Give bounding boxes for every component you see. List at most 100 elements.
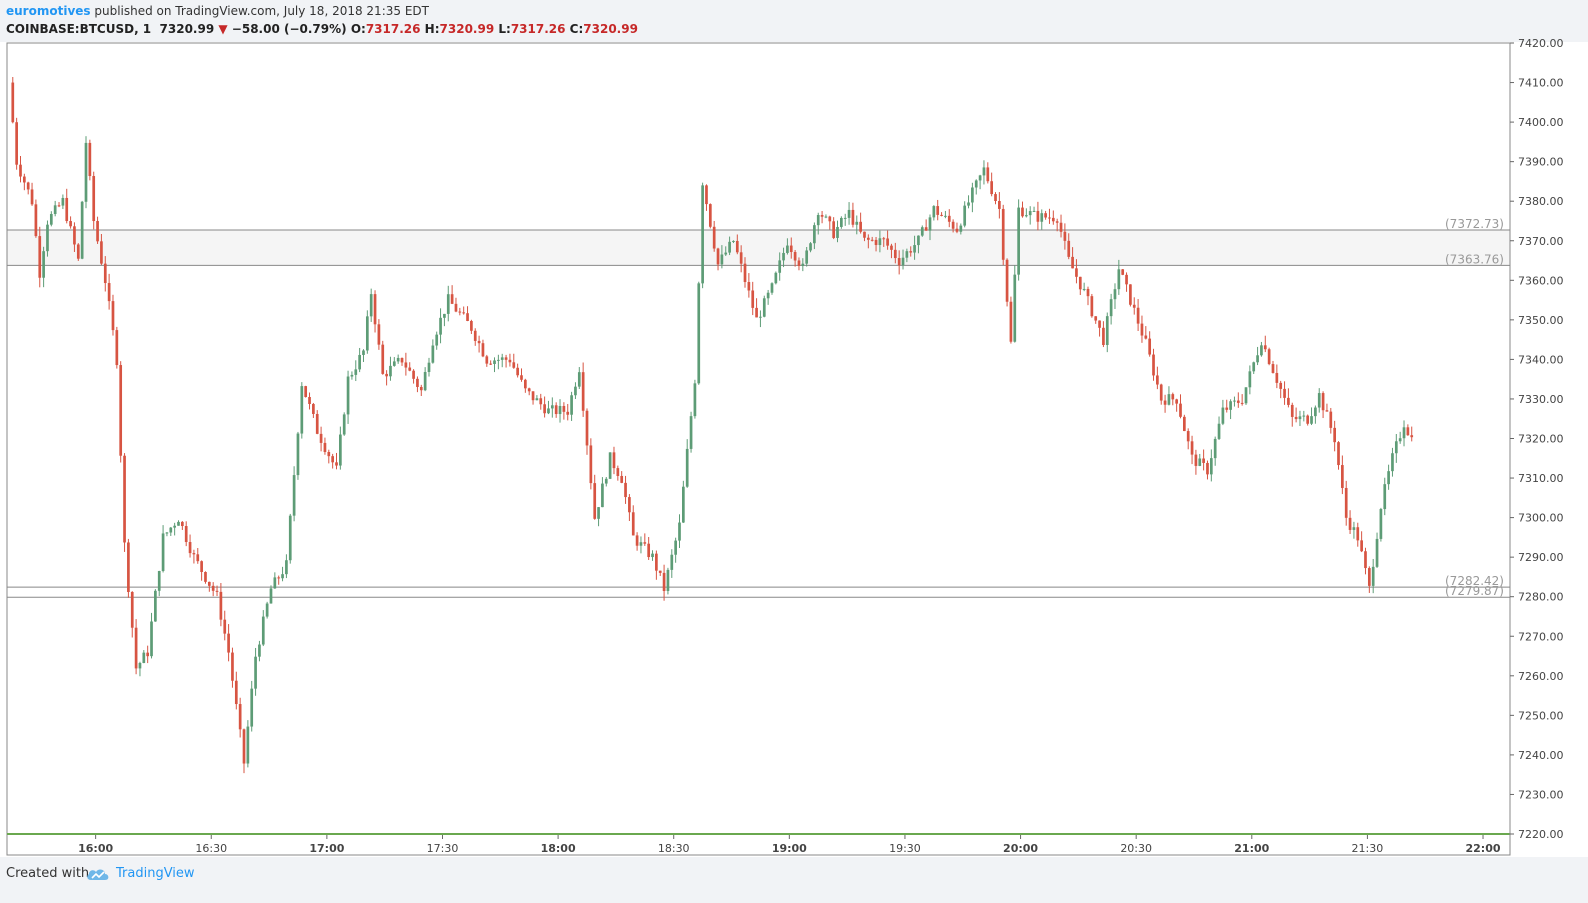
candle-body xyxy=(1379,509,1383,539)
candle-body xyxy=(11,82,15,123)
candle-body xyxy=(655,553,658,571)
candle-body xyxy=(362,350,365,355)
candle-body xyxy=(466,313,469,321)
candle-body xyxy=(1283,388,1286,398)
candle-body xyxy=(539,398,543,405)
candle-body xyxy=(905,251,909,258)
y-tick-label: 7220.00 xyxy=(1518,828,1564,841)
candle-body xyxy=(1117,269,1121,290)
candle-body xyxy=(666,569,670,591)
candle-body xyxy=(435,334,439,346)
candle-body xyxy=(708,204,712,227)
candle-body xyxy=(728,241,731,253)
candle-body xyxy=(1406,427,1410,436)
candle-body xyxy=(1129,284,1132,305)
candle-body xyxy=(947,215,951,222)
down-arrow-icon: ▼ xyxy=(218,22,228,36)
candle-body xyxy=(809,243,812,251)
candle-body xyxy=(1398,438,1402,442)
candle-body xyxy=(157,571,161,591)
candle-body xyxy=(238,704,242,730)
candle-body xyxy=(1240,402,1244,404)
candle-body xyxy=(897,258,901,266)
candle-body xyxy=(801,263,805,267)
candle-body xyxy=(1294,416,1298,420)
candle-body xyxy=(323,442,327,452)
candle-body xyxy=(404,362,408,368)
candle-body xyxy=(1383,484,1387,510)
candle-body xyxy=(493,360,496,364)
candle-body xyxy=(685,448,689,487)
candle-body xyxy=(1256,355,1259,363)
candle-body xyxy=(219,591,223,620)
candle-body xyxy=(701,185,704,284)
candle-body xyxy=(57,205,61,207)
candle-body xyxy=(242,729,246,764)
symbol-name: COINBASE:BTCUSD, 1 xyxy=(6,22,152,36)
candle-body xyxy=(19,164,22,177)
candle-body xyxy=(932,206,936,218)
open-value: 7317.26 xyxy=(365,22,421,36)
candle-body xyxy=(1244,387,1248,404)
tradingview-logo[interactable]: TradingView xyxy=(86,866,195,881)
candle-body xyxy=(88,142,92,177)
candle-body xyxy=(574,386,577,396)
candle-body xyxy=(628,497,631,513)
candle-body xyxy=(119,365,123,456)
candle-body xyxy=(1260,345,1263,356)
close-value: 7320.99 xyxy=(583,22,638,36)
candle-body xyxy=(450,294,454,304)
candle-body xyxy=(258,644,261,657)
candle-body xyxy=(1198,458,1202,466)
candle-body xyxy=(142,652,146,663)
candle-body xyxy=(1341,465,1344,488)
candle-body xyxy=(1028,211,1032,216)
candle-body xyxy=(1233,400,1236,402)
candle-body xyxy=(836,226,839,238)
candle-body xyxy=(412,370,415,379)
candle-body xyxy=(80,201,84,259)
y-tick-label: 7410.00 xyxy=(1518,77,1564,90)
x-tick-label: 16:30 xyxy=(195,842,227,855)
candle-body xyxy=(724,252,728,255)
candle-body xyxy=(843,217,847,219)
candle-body xyxy=(523,379,527,389)
candle-body xyxy=(439,317,442,335)
candle-body xyxy=(277,577,281,579)
candle-body xyxy=(127,542,130,593)
author-link[interactable]: euromotives xyxy=(6,4,91,18)
candle-body xyxy=(828,216,832,222)
candle-body xyxy=(250,688,254,727)
candle-body xyxy=(1248,371,1252,388)
candle-body xyxy=(735,240,739,253)
candle-body xyxy=(593,483,597,519)
candle-body xyxy=(855,221,859,225)
candle-body xyxy=(1167,394,1171,405)
candle-body xyxy=(1252,362,1256,372)
candle-body xyxy=(1171,394,1175,400)
candle-body xyxy=(716,248,720,265)
created-with-text: Created with xyxy=(6,866,90,881)
candle-body xyxy=(84,142,88,202)
tradingview-brand: TradingView xyxy=(116,866,195,881)
candle-body xyxy=(913,245,916,253)
candle-body xyxy=(416,378,419,387)
low-value: 7317.26 xyxy=(510,22,566,36)
candle-body xyxy=(689,416,693,449)
candle-body xyxy=(354,369,358,375)
candle-body xyxy=(893,249,897,259)
candle-body xyxy=(693,383,697,417)
candle-body xyxy=(473,330,477,341)
candle-body xyxy=(234,680,238,705)
candle-body xyxy=(1298,416,1302,420)
candle-body xyxy=(111,301,115,331)
last-price: 7320.99 xyxy=(159,22,215,36)
candle-body xyxy=(547,408,550,414)
y-tick-label: 7250.00 xyxy=(1518,709,1564,722)
candle-body xyxy=(15,122,18,165)
candle-body xyxy=(30,189,34,205)
candle-body xyxy=(1337,442,1340,466)
candle-body xyxy=(917,235,920,246)
candle-body xyxy=(859,221,862,232)
